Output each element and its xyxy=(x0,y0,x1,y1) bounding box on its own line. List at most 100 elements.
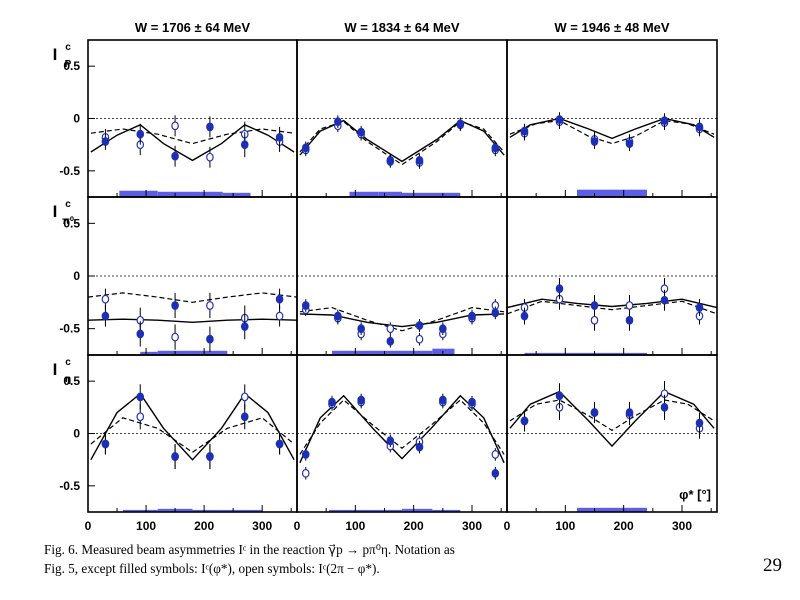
filled-point xyxy=(660,116,669,125)
systematic-band xyxy=(432,348,455,355)
open-point xyxy=(415,334,424,344)
x-tick-label: 300 xyxy=(252,519,272,533)
filled-point xyxy=(101,311,110,321)
systematic-band xyxy=(432,509,461,512)
systematic-band xyxy=(192,191,223,197)
x-tick-label: 300 xyxy=(672,519,692,533)
systematic-band xyxy=(524,352,577,355)
x-tick-label: 200 xyxy=(614,519,634,533)
filled-point xyxy=(334,311,342,321)
column-title: W = 1946 ± 48 MeV xyxy=(554,20,669,35)
x-tick-label: 0 xyxy=(504,519,511,533)
filled-point xyxy=(206,122,214,132)
systematic-band xyxy=(349,191,379,197)
solid-curve xyxy=(90,123,295,162)
panel-r2-c1 xyxy=(296,354,508,513)
solid-curve xyxy=(90,392,295,461)
open-point xyxy=(590,315,599,325)
filled-point xyxy=(275,294,284,304)
filled-point xyxy=(625,315,634,325)
filled-point xyxy=(171,301,179,310)
open-point xyxy=(491,450,500,459)
figure-caption: Fig. 6. Measured beam asymmetries Iᶜ in … xyxy=(44,540,744,578)
systematic-band xyxy=(329,509,402,512)
y-tick-label: -0.5 xyxy=(59,322,80,336)
filled-point xyxy=(468,397,476,407)
filled-point xyxy=(136,329,145,339)
systematic-band xyxy=(332,350,367,355)
filled-point xyxy=(695,418,704,428)
filled-point xyxy=(386,436,395,446)
filled-point xyxy=(415,321,424,330)
row-label: I xyxy=(53,45,58,64)
filled-point xyxy=(660,295,669,305)
y-tick-label: 0 xyxy=(73,269,80,283)
systematic-band xyxy=(122,509,158,512)
row-label-sub: η xyxy=(65,374,71,385)
systematic-band xyxy=(402,508,433,512)
dashed-curve xyxy=(299,399,505,455)
filled-point xyxy=(136,392,145,402)
y-tick-label: -0.5 xyxy=(59,479,80,493)
dashed-curve xyxy=(506,300,718,315)
row-label-sup: c xyxy=(65,42,71,53)
filled-point xyxy=(171,452,179,461)
y-tick-label: 0 xyxy=(73,112,80,126)
filled-point xyxy=(468,311,476,321)
filled-point xyxy=(415,155,424,165)
filled-point xyxy=(555,391,564,401)
column-title: W = 1834 ± 64 MeV xyxy=(344,20,459,35)
solid-curve xyxy=(509,117,715,140)
caption-line-1: Fig. 6. Measured beam asymmetries Iᶜ in … xyxy=(44,542,455,557)
panel-r0-c1 xyxy=(296,39,508,198)
filled-point xyxy=(328,397,336,407)
filled-point xyxy=(206,334,214,344)
filled-point xyxy=(555,284,564,294)
systematic-band xyxy=(192,350,228,355)
filled-point xyxy=(301,450,310,459)
filled-point xyxy=(590,301,599,310)
x-tick-label: 100 xyxy=(136,519,156,533)
filled-point xyxy=(357,395,365,405)
filled-point xyxy=(386,157,395,166)
dashed-curve xyxy=(299,120,505,166)
systematic-band xyxy=(612,507,647,512)
filled-point xyxy=(240,412,249,422)
row-label: I xyxy=(53,202,58,221)
row-label-sub: P xyxy=(65,59,72,70)
filled-point xyxy=(171,151,179,161)
dashed-curve xyxy=(90,128,295,145)
systematic-band xyxy=(402,192,437,197)
caption-line-2: Fig. 5, except filled symbols: Iᶜ(φ*), o… xyxy=(44,561,380,576)
row-label: I xyxy=(53,360,58,379)
filled-point xyxy=(240,140,249,150)
open-point xyxy=(101,294,110,304)
beam-asymmetry-figure: W = 1706 ± 64 MeV W = 1834 ± 64 MeV W = 19… xyxy=(53,20,718,533)
filled-point xyxy=(301,301,310,310)
row-label-sub: π⁰ xyxy=(62,216,74,227)
x-axis-label: φ* [°] xyxy=(679,487,711,502)
open-point xyxy=(240,392,249,402)
y-tick-label: 0.5 xyxy=(63,216,80,230)
dashed-curve xyxy=(509,399,715,432)
x-tick-label: 200 xyxy=(404,519,424,533)
filled-point xyxy=(101,137,110,146)
row-label-sup: c xyxy=(65,199,71,210)
x-tick-label: 300 xyxy=(462,519,482,533)
column-title: W = 1706 ± 64 MeV xyxy=(135,20,250,35)
panel-r1-c2 xyxy=(506,196,718,356)
filled-point xyxy=(357,127,365,137)
filled-point xyxy=(439,324,447,334)
x-tick-label: 0 xyxy=(294,519,301,533)
filled-point xyxy=(491,308,500,318)
dashed-curve xyxy=(90,417,295,454)
filled-point xyxy=(136,129,145,139)
filled-point xyxy=(240,322,249,331)
page-number: 29 xyxy=(763,555,782,576)
panel-r2-c0 xyxy=(87,354,298,513)
open-point xyxy=(171,121,179,131)
solid-curve xyxy=(506,298,718,309)
dashed-curve xyxy=(509,119,715,145)
filled-point xyxy=(625,139,634,149)
filled-point xyxy=(101,439,110,449)
